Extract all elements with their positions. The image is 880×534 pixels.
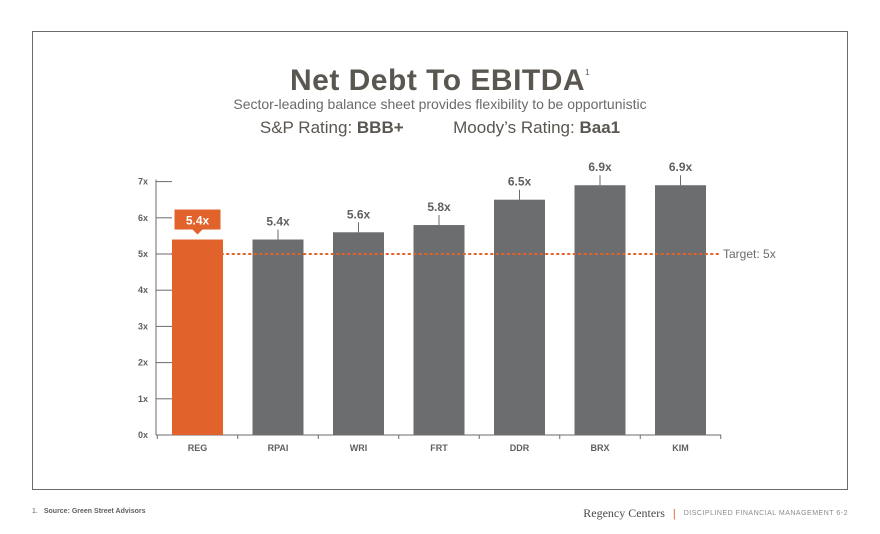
bar-frt <box>413 225 465 435</box>
bar-wri <box>333 232 384 435</box>
y-tick-label: 4x <box>138 285 148 295</box>
x-tick-label: FRT <box>430 443 448 453</box>
moodys-rating-label: Moody’s Rating: <box>453 118 575 137</box>
footer-separator: | <box>672 507 676 520</box>
y-tick-label: 2x <box>138 358 148 368</box>
x-tick-label: WRI <box>350 443 368 453</box>
bar-ddr <box>494 199 545 435</box>
data-label: 5.4x <box>266 215 290 229</box>
x-tick-label: REG <box>188 443 208 453</box>
footnote-number: 1. <box>32 508 38 515</box>
footnote: 1. Source: Green Street Advisors <box>32 508 146 515</box>
y-tick-label: 5x <box>138 249 148 259</box>
footer: Regency Centers | DISCIPLINED FINANCIAL … <box>583 506 848 521</box>
highlight-callout-box <box>174 209 221 230</box>
y-tick-label: 7x <box>138 177 148 187</box>
data-label: 5.4x <box>186 214 210 228</box>
x-tick-label: KIM <box>672 443 689 453</box>
data-label: 6.9x <box>669 160 693 174</box>
title-footnote-mark: 1 <box>585 68 591 77</box>
moodys-rating-value: Baa1 <box>579 118 621 137</box>
bar-reg <box>172 239 223 435</box>
bar-kim <box>655 185 706 435</box>
x-tick-label: DDR <box>510 443 530 453</box>
y-tick-label: 0x <box>138 430 148 440</box>
brand-name: Regency Centers <box>583 506 665 520</box>
sp-rating-value: BBB+ <box>356 118 404 137</box>
data-label: 5.6x <box>347 207 371 221</box>
y-tick-label: 3x <box>138 321 148 331</box>
y-tick-label: 6x <box>138 213 148 223</box>
data-label: 6.9x <box>588 160 612 174</box>
target-label: Target: 5x <box>723 247 776 261</box>
section-label: DISCIPLINED FINANCIAL MANAGEMENT 6-2 <box>683 510 848 517</box>
y-tick-label: 1x <box>138 394 148 404</box>
x-tick-label: BRX <box>590 443 609 453</box>
highlight-callout-pointer <box>192 229 203 235</box>
x-tick-label: RPAI <box>268 443 289 453</box>
data-label: 6.5x <box>508 175 532 189</box>
ratings-line: S&P Rating: BBB+ Moody’s Rating: Baa1 <box>0 118 880 138</box>
bar-rpai <box>252 239 304 435</box>
sp-rating-label: S&P Rating: <box>259 118 353 137</box>
footnote-text: Source: Green Street Advisors <box>43 508 146 515</box>
chart-title: Net Debt To EBITDA1 <box>289 64 591 97</box>
slide-frame <box>32 31 848 490</box>
bar-brx <box>574 185 626 435</box>
data-label: 5.8x <box>427 200 451 214</box>
chart-subtitle: Sector-leading balance sheet provides fl… <box>233 96 647 112</box>
